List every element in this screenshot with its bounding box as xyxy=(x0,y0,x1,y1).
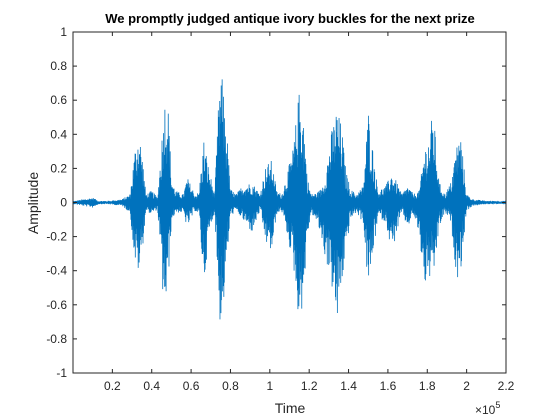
x-tick-label: 0.6 xyxy=(183,379,200,393)
x-tick-label: 1.2 xyxy=(301,379,318,393)
x-tick-label: 1.4 xyxy=(340,379,357,393)
x-tick-label: 0.4 xyxy=(143,379,160,393)
y-tick-label: 0.2 xyxy=(50,161,67,175)
x-tick-label: 1.6 xyxy=(380,379,397,393)
x-tick-label: 1 xyxy=(266,379,273,393)
x-exponent-label: ×105 xyxy=(475,400,500,417)
y-tick-label: 0.4 xyxy=(50,127,67,141)
y-tick-label: -0.8 xyxy=(46,332,67,346)
y-tick-label: 1 xyxy=(60,25,67,39)
y-tick-label: 0.8 xyxy=(50,59,67,73)
x-axis-label: Time xyxy=(275,400,306,416)
x-tick-label: 0.8 xyxy=(222,379,239,393)
y-tick-label: -1 xyxy=(56,366,67,380)
x-tick-label: 1.8 xyxy=(419,379,436,393)
x-tick-label: 2 xyxy=(463,379,470,393)
y-tick-label: 0.6 xyxy=(50,93,67,107)
x-exponent-base: ×10 xyxy=(475,403,496,417)
y-tick-label: -0.2 xyxy=(46,230,67,244)
plot-area xyxy=(72,79,507,320)
x-exponent-power: 5 xyxy=(495,400,500,410)
chart-title: We promptly judged antique ivory buckles… xyxy=(105,11,475,26)
y-axis-label: Amplitude xyxy=(25,172,41,234)
x-tick-label: 2.2 xyxy=(498,379,515,393)
axis-ticks: 0.2 0.4 0.6 0.8 1 1.2 1.4 1.6 1.8 2 2.2 -1 -0.8 -0.6 -… xyxy=(46,25,514,393)
y-tick-label: -0.6 xyxy=(46,298,67,312)
y-tick-label: 0 xyxy=(60,196,67,210)
x-tick-label: 0.2 xyxy=(104,379,121,393)
waveform-line xyxy=(72,79,507,320)
y-tick-label: -0.4 xyxy=(46,264,67,278)
